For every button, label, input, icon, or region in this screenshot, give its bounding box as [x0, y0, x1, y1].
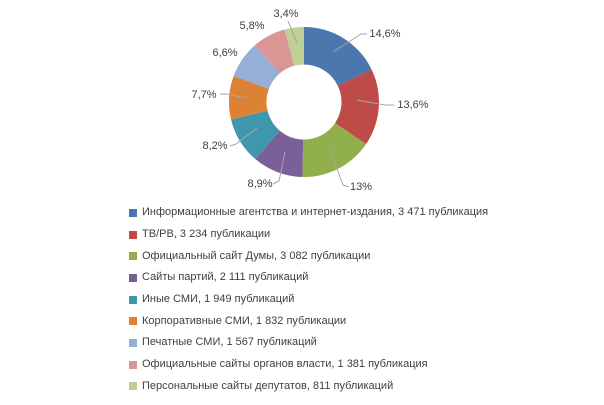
leader-line-1: [356, 99, 394, 106]
legend-item-3: Сайты партий, 2 111 публикаций: [129, 267, 488, 289]
donut-slices: [229, 27, 379, 177]
legend-item-7: Официальные сайты органов власти, 1 381 …: [129, 354, 488, 376]
donut-slice-5: [229, 75, 269, 120]
donut-slice-2: [302, 123, 367, 177]
percent-label-1: 13,6%: [397, 99, 428, 111]
percent-label-3: 8,9%: [247, 178, 272, 190]
chart-legend: Информационные агентства и интернет-изда…: [129, 202, 488, 397]
leader-line-2: [329, 149, 350, 188]
percent-labels: 14,6% 13,6% 13% 8,9% 8,2% 7,7% 6,6% 5,8% 3,4%: [191, 8, 428, 193]
percent-label-4: 8,2%: [202, 140, 227, 152]
legend-item-0: Информационные агентства и интернет-изда…: [129, 202, 488, 224]
percent-label-2: 13%: [350, 181, 372, 193]
donut-slice-1: [335, 69, 379, 145]
donut-slice-3: [255, 130, 304, 177]
legend-item-label: Сайты партий, 2 111 публикаций: [142, 271, 309, 284]
legend-item-8: Персональные сайты депутатов, 811 публик…: [129, 376, 488, 398]
leader-lines: [220, 20, 394, 188]
donut-slice-0: [304, 27, 372, 86]
legend-swatch-icon: [129, 208, 137, 217]
leader-line-5: [220, 93, 248, 99]
legend-swatch-icon: [129, 295, 137, 304]
legend-item-6: Печатные СМИ, 1 567 публикаций: [129, 332, 488, 354]
legend-item-1: ТВ/РВ, 3 234 публикации: [129, 224, 488, 246]
legend-swatch-icon: [129, 273, 137, 282]
legend-item-label: Персональные сайты депутатов, 811 публик…: [142, 379, 394, 392]
legend-swatch-icon: [129, 230, 137, 239]
percent-label-0: 14,6%: [369, 28, 400, 40]
donut-chart: 14,6% 13,6% 13% 8,9% 8,2% 7,7% 6,6% 5,8% 3,4%: [191, 8, 428, 193]
leader-line-8: [287, 20, 298, 44]
legend-item-4: Иные СМИ, 1 949 публикаций: [129, 289, 488, 311]
donut-slice-4: [231, 110, 280, 160]
legend-swatch-icon: [129, 317, 137, 326]
legend-swatch-icon: [129, 252, 137, 261]
percent-label-5: 7,7%: [191, 89, 216, 101]
legend-swatch-icon: [129, 360, 137, 369]
legend-item-label: Иные СМИ, 1 949 публикаций: [142, 293, 295, 306]
donut-slice-7: [255, 29, 295, 74]
legend-item-label: Корпоративные СМИ, 1 832 публикации: [142, 314, 347, 327]
legend-item-label: Официальные сайты органов власти, 1 381 …: [142, 358, 428, 371]
percent-label-8: 3,4%: [273, 8, 298, 20]
legend-item-2: Официальный сайт Думы, 3 082 публикации: [129, 245, 488, 267]
percent-label-7: 5,8%: [239, 20, 264, 32]
donut-slice-8: [284, 27, 304, 66]
leader-line-4: [229, 127, 258, 147]
leader-line-3: [272, 151, 286, 185]
leader-line-0: [332, 33, 367, 53]
percent-label-6: 6,6%: [212, 47, 237, 59]
legend-item-label: Печатные СМИ, 1 567 публикаций: [142, 336, 317, 349]
legend-item-5: Корпоративные СМИ, 1 832 публикации: [129, 310, 488, 332]
donut-slice-6: [233, 45, 280, 89]
legend-item-label: ТВ/РВ, 3 234 публикации: [142, 228, 271, 241]
legend-item-label: Информационные агентства и интернет-изда…: [142, 206, 489, 219]
legend-item-label: Официальный сайт Думы, 3 082 публикации: [142, 249, 371, 262]
legend-swatch-icon: [129, 382, 137, 391]
legend-swatch-icon: [129, 338, 137, 347]
